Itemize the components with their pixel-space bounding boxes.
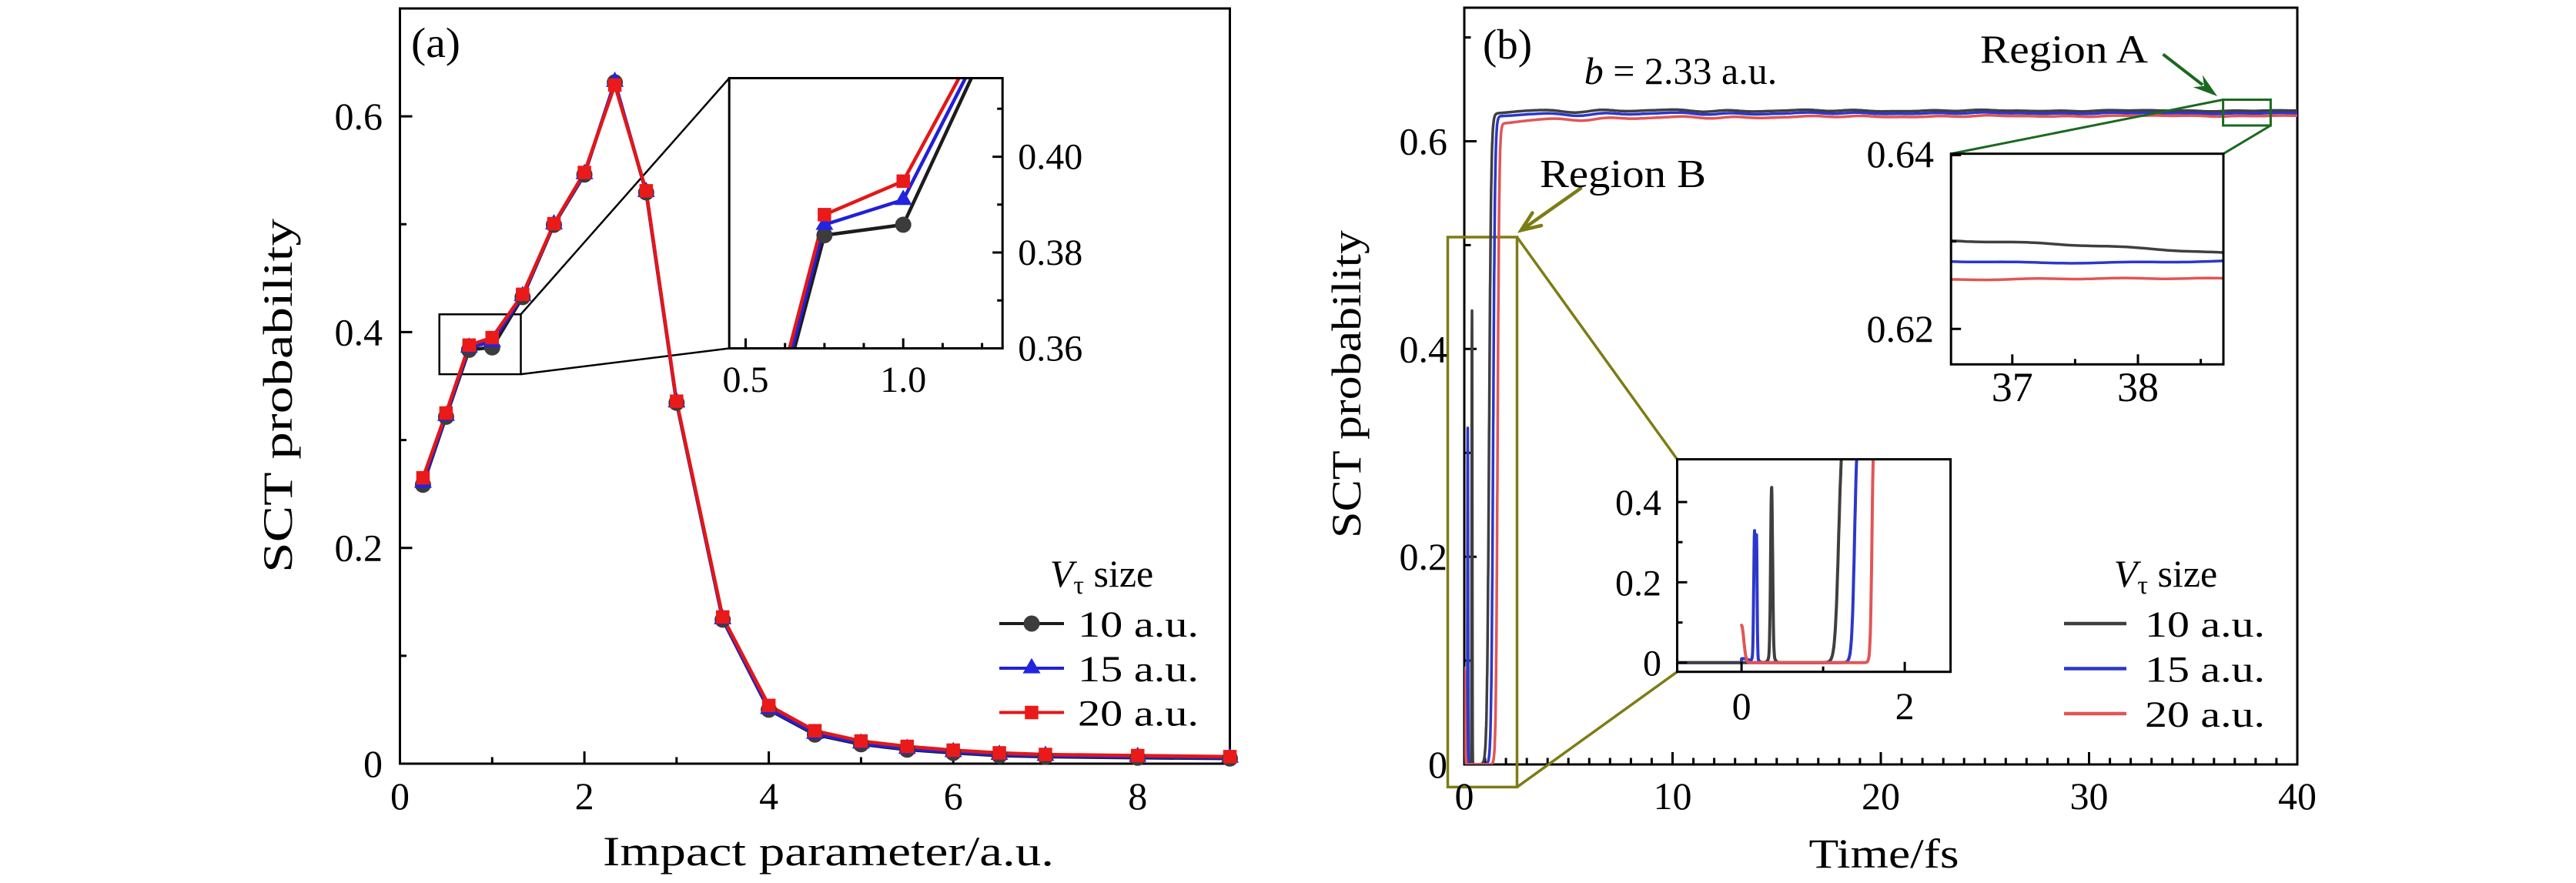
svg-text:2: 2	[1895, 684, 1915, 727]
svg-text:0.40: 0.40	[1018, 137, 1082, 178]
svg-text:0.64: 0.64	[1867, 132, 1935, 176]
svg-text:40: 40	[2278, 774, 2317, 818]
svg-text:0.6: 0.6	[335, 95, 383, 138]
svg-text:0: 0	[1732, 684, 1751, 727]
svg-text:0.5: 0.5	[723, 360, 769, 400]
svg-text:Region A: Region A	[1980, 28, 2148, 72]
svg-text:0: 0	[390, 774, 410, 818]
svg-text:1.0: 1.0	[880, 360, 926, 400]
svg-text:0.62: 0.62	[1867, 307, 1935, 350]
svg-text:30: 30	[2070, 774, 2109, 818]
svg-text:0: 0	[1428, 743, 1447, 786]
svg-text:0.4: 0.4	[1615, 483, 1661, 523]
svg-text:0: 0	[1455, 774, 1474, 818]
svg-text:6: 6	[944, 774, 963, 818]
svg-text:0.2: 0.2	[1615, 563, 1661, 604]
svg-text:0.4: 0.4	[1400, 327, 1448, 370]
svg-text:15 a.u.: 15 a.u.	[1078, 649, 1199, 690]
svg-text:0.6: 0.6	[1400, 120, 1448, 163]
svg-text:0.4: 0.4	[335, 310, 383, 353]
svg-text:38: 38	[2117, 364, 2159, 410]
svg-text:(b): (b)	[1483, 21, 1532, 68]
svg-text:Impact parameter/a.u.: Impact parameter/a.u.	[603, 828, 1054, 875]
svg-text:10 a.u.: 10 a.u.	[1078, 604, 1199, 645]
svg-text:Vτ size: Vτ size	[1050, 552, 1153, 600]
svg-text:0.36: 0.36	[1018, 329, 1082, 370]
svg-text:8: 8	[1128, 774, 1147, 818]
svg-text:0.38: 0.38	[1018, 232, 1082, 273]
svg-text:0: 0	[1643, 644, 1661, 684]
svg-text:37: 37	[1992, 364, 2033, 410]
svg-text:15 a.u.: 15 a.u.	[2145, 650, 2265, 691]
svg-text:b = 2.33 a.u.: b = 2.33 a.u.	[1584, 49, 1777, 92]
svg-text:SCT probability: SCT probability	[255, 219, 301, 573]
svg-text:Vτ size: Vτ size	[2114, 552, 2217, 600]
svg-text:10 a.u.: 10 a.u.	[2145, 604, 2265, 645]
svg-text:10: 10	[1654, 774, 1692, 818]
svg-text:0.2: 0.2	[1400, 535, 1448, 578]
svg-text:(a): (a)	[411, 19, 460, 66]
svg-text:Time/fs: Time/fs	[1809, 831, 1959, 877]
svg-text:0.2: 0.2	[335, 527, 383, 570]
svg-text:Region B: Region B	[1540, 152, 1706, 196]
svg-text:20: 20	[1862, 774, 1900, 818]
svg-text:2: 2	[575, 774, 594, 818]
svg-text:SCT probability: SCT probability	[1323, 230, 1370, 538]
svg-text:20 a.u.: 20 a.u.	[2145, 694, 2265, 735]
svg-text:20 a.u.: 20 a.u.	[1078, 694, 1199, 734]
svg-text:0: 0	[363, 742, 383, 785]
svg-text:4: 4	[759, 774, 778, 818]
